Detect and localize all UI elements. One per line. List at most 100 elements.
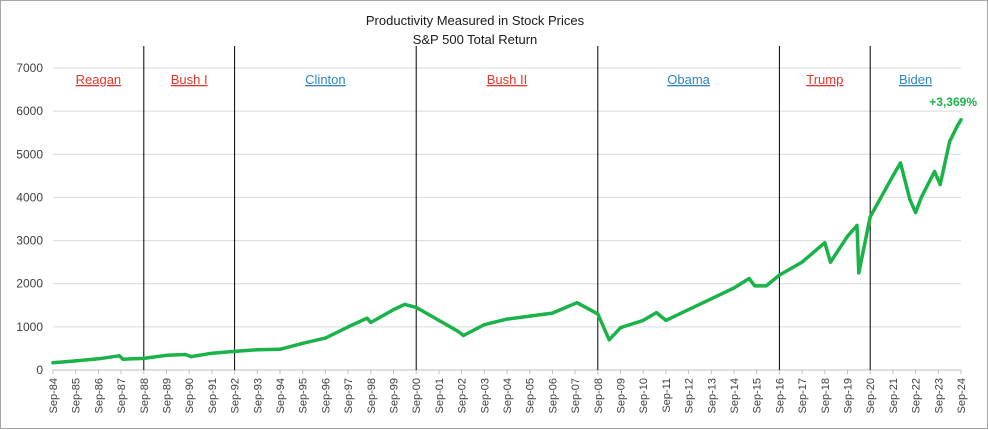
data-point [868,215,872,219]
y-tick-label: 6000 [16,104,43,118]
x-tick-label: Sep-00 [411,378,423,413]
x-tick-label: Sep-92 [230,378,242,413]
x-tick-label: Sep-17 [797,378,809,413]
data-point [456,329,460,333]
data-point [142,356,146,360]
chart-title: Productivity Measured in Stock Prices [366,13,585,28]
data-point [747,276,751,281]
data-point [959,118,963,122]
x-tick-label: Sep-98 [366,378,378,413]
era-label: Biden [899,72,932,87]
x-tick-label: Sep-01 [434,378,446,413]
data-point [800,260,804,264]
x-tick-label: Sep-91 [207,378,219,413]
data-point [948,139,952,143]
data-point [828,260,833,264]
x-tick-label: Sep-97 [343,378,355,413]
x-tick-label: Sep-09 [616,378,628,413]
x-tick-label: Sep-90 [184,378,196,413]
era-label: Bush II [487,72,527,87]
data-point [164,353,169,357]
data-point [732,286,736,290]
x-tick-label: Sep-96 [320,378,332,413]
x-tick-label: Sep-10 [638,378,650,413]
x-tick-label: Sep-04 [502,378,514,413]
data-point [117,354,121,358]
data-point [550,311,555,315]
x-tick-label: Sep-08 [593,378,605,413]
x-tick-label: Sep-24 [956,378,968,413]
data-point [233,349,237,354]
data-point [664,318,668,322]
x-tick-label: Sep-99 [389,378,401,413]
y-tick-label: 2000 [16,277,43,291]
data-point [403,302,407,307]
data-point [346,325,350,329]
data-point [687,308,691,312]
data-point [857,271,861,275]
data-point [955,124,959,128]
data-point [618,326,623,330]
data-point [121,357,125,361]
y-tick-label: 7000 [16,61,43,75]
x-tick-label: Sep-23 [933,378,945,413]
data-point [365,316,369,320]
data-point [189,355,193,359]
data-point [641,318,645,322]
era-label: Bush I [171,72,208,87]
data-point [855,223,859,228]
data-point [575,301,579,305]
y-tick-label: 1000 [16,320,43,334]
data-point [845,234,850,238]
data-point [607,338,611,342]
data-point [210,351,214,355]
x-tick-label: Sep-02 [457,378,469,413]
data-point [919,195,923,200]
data-point [255,348,259,352]
era-label: Trump [806,72,843,87]
data-point [369,320,373,325]
x-tick-label: Sep-22 [911,378,923,413]
data-point [764,284,768,288]
data-point [898,161,903,165]
x-tick-label: Sep-86 [93,378,105,413]
era-label: Obama [667,72,710,87]
x-tick-label: Sep-89 [162,378,174,413]
data-point [461,333,466,338]
x-tick-label: Sep-93 [252,378,264,413]
y-tick-label: 3000 [16,234,43,248]
data-point [74,359,78,363]
era-label: Reagan [76,72,122,87]
x-tick-label: Sep-87 [116,378,128,413]
x-tick-label: Sep-20 [865,378,877,413]
data-point [482,323,486,327]
data-point [938,182,942,187]
data-point [823,241,827,245]
x-tick-label: Sep-12 [684,378,696,413]
data-point [278,347,282,351]
data-point [891,174,895,178]
x-tick-label: Sep-11 [661,378,673,413]
x-tick-label: Sep-07 [570,378,582,413]
x-tick-label: Sep-13 [706,378,718,413]
y-tick-label: 4000 [16,190,43,204]
x-tick-label: Sep-84 [48,378,60,413]
data-point [437,318,441,322]
y-tick-label: 5000 [16,147,43,161]
x-tick-label: Sep-14 [729,378,741,413]
x-tick-label: Sep-18 [820,378,832,413]
data-point [51,361,55,365]
x-tick-label: Sep-03 [479,378,491,413]
x-tick-label: Sep-16 [774,378,786,413]
data-point [414,305,418,310]
data-point [528,314,532,318]
x-tick-label: Sep-05 [525,378,537,413]
era-label: Clinton [305,72,345,87]
data-point [301,341,305,345]
x-tick-label: Sep-06 [547,378,559,413]
x-tick-label: Sep-15 [752,378,764,413]
data-point [596,312,600,316]
x-tick-label: Sep-19 [843,378,855,413]
